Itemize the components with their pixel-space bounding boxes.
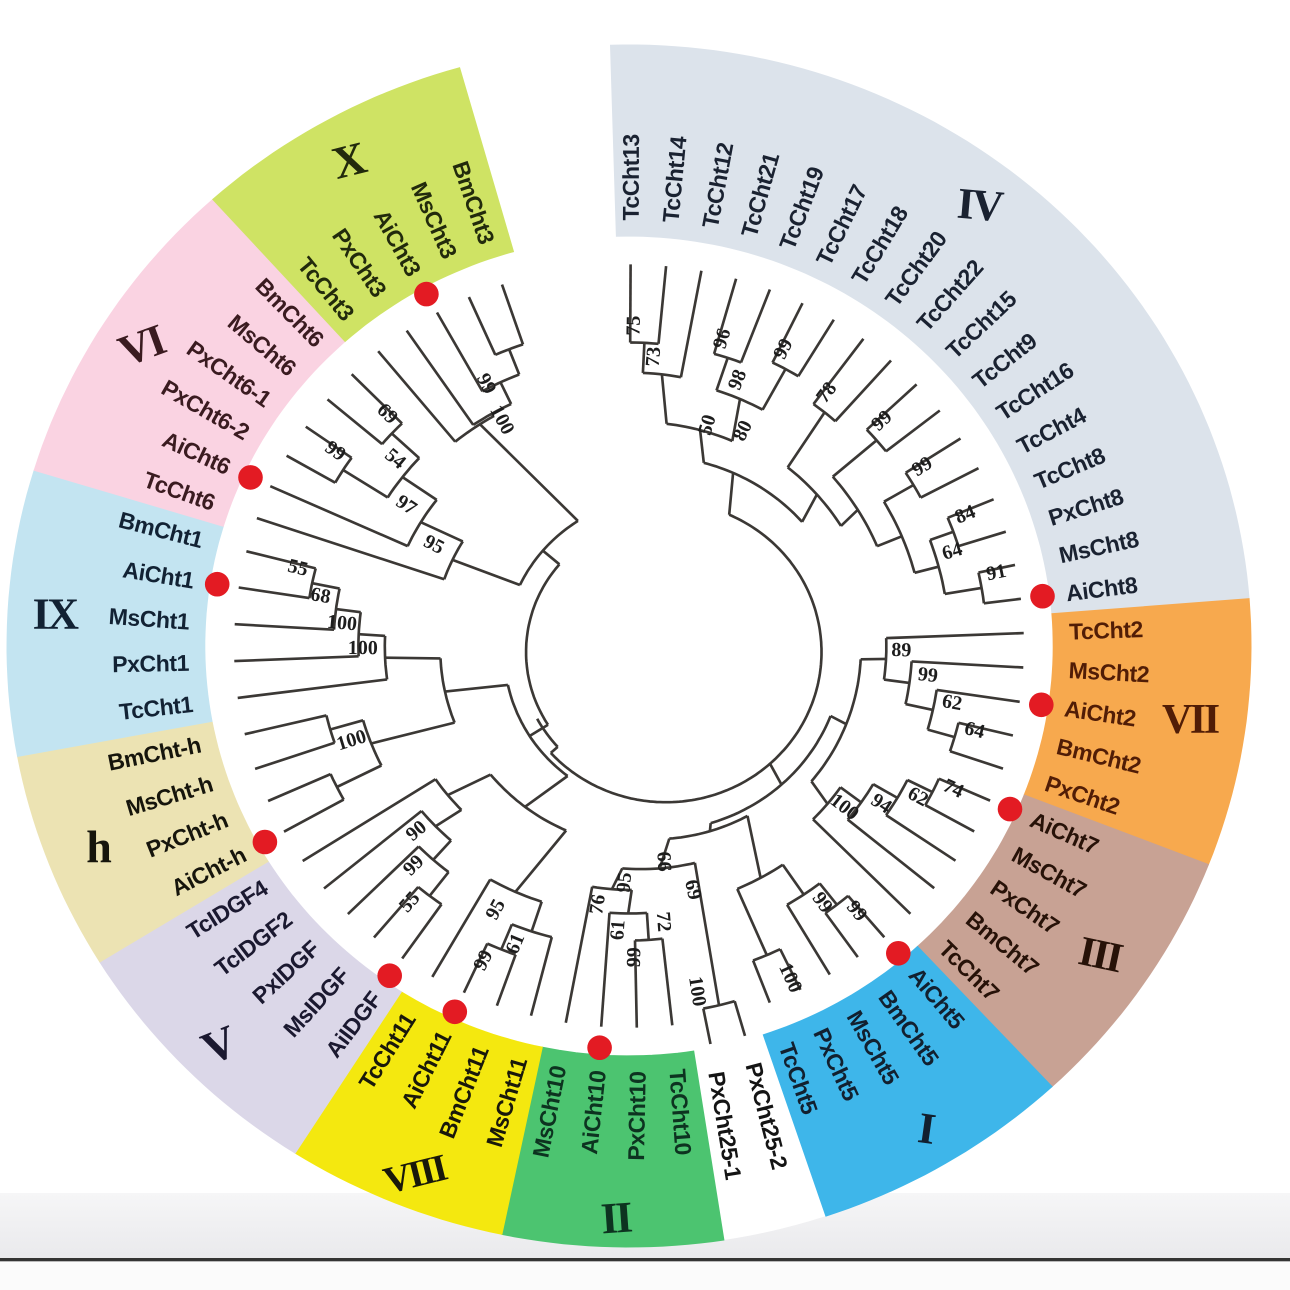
svg-text:95: 95 xyxy=(613,872,637,894)
svg-text:h: h xyxy=(86,821,112,872)
svg-text:68: 68 xyxy=(309,583,333,608)
svg-text:76: 76 xyxy=(585,893,610,916)
svg-text:PxCht1: PxCht1 xyxy=(112,650,190,677)
svg-text:IX: IX xyxy=(33,590,80,639)
svg-text:IV: IV xyxy=(955,179,1006,232)
svg-text:PxCht10: PxCht10 xyxy=(623,1071,651,1161)
svg-text:100: 100 xyxy=(326,611,358,636)
svg-text:72: 72 xyxy=(652,911,676,933)
svg-text:I: I xyxy=(915,1103,939,1154)
svg-text:69: 69 xyxy=(680,878,706,902)
svg-text:91: 91 xyxy=(984,560,1008,586)
svg-text:61: 61 xyxy=(606,919,629,941)
svg-text:73: 73 xyxy=(642,346,666,368)
svg-text:89: 89 xyxy=(891,639,911,661)
svg-text:II: II xyxy=(599,1192,633,1243)
svg-text:99: 99 xyxy=(917,663,939,687)
svg-text:TcCht13: TcCht13 xyxy=(618,134,644,220)
svg-text:66: 66 xyxy=(652,851,675,872)
svg-text:TcCht10: TcCht10 xyxy=(664,1068,696,1156)
svg-text:VII: VII xyxy=(1162,697,1219,743)
svg-text:100: 100 xyxy=(348,637,378,659)
svg-text:62: 62 xyxy=(940,690,964,715)
svg-text:99: 99 xyxy=(623,947,645,967)
svg-text:MsCht1: MsCht1 xyxy=(108,603,191,635)
svg-text:100: 100 xyxy=(684,975,710,1008)
svg-text:75: 75 xyxy=(623,316,645,336)
svg-text:MsCht2: MsCht2 xyxy=(1068,657,1150,687)
svg-text:TcCht2: TcCht2 xyxy=(1069,616,1144,644)
